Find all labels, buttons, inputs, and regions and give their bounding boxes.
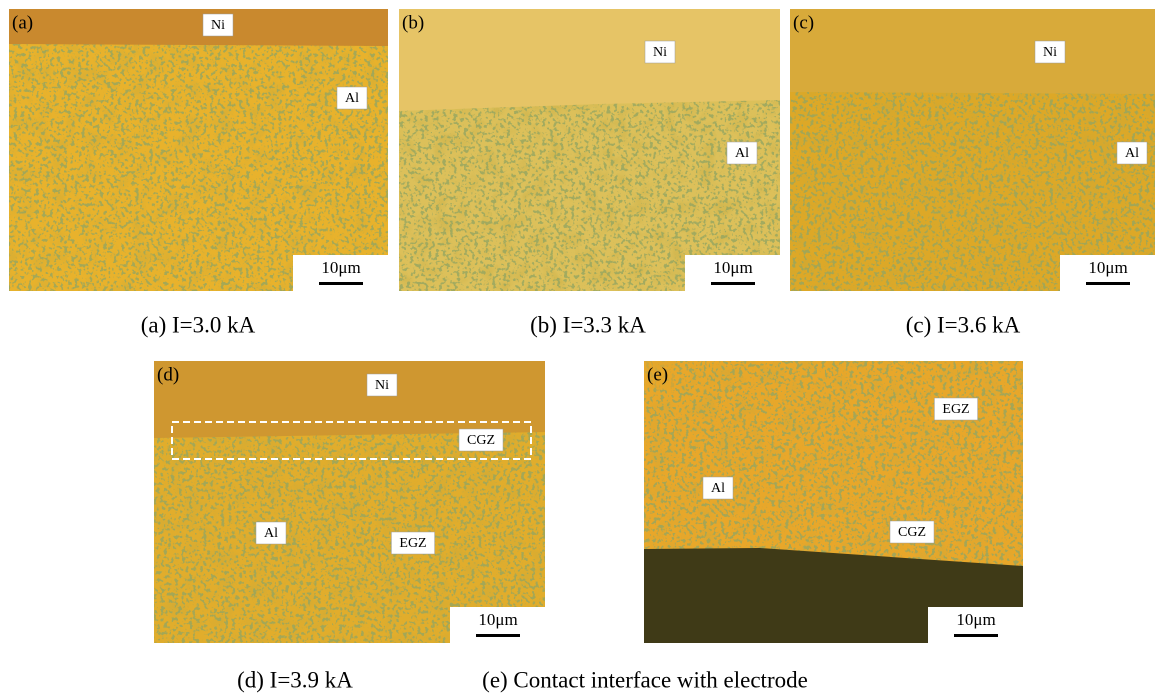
panel-caption: (e) Contact interface with electrode [482,667,808,692]
region-label: Ni [1043,45,1057,60]
scale-bar [319,282,363,285]
scale-bar-label: 10μm [478,610,517,629]
region-label: Al [345,91,359,106]
region-label: Ni [375,378,389,393]
region-label: Al [735,146,749,161]
region-label: CGZ [898,525,926,540]
micrograph-panel: (a) Ni Al 10μm [9,9,388,291]
panel-caption: (c) I=3.6 kA [906,312,1021,337]
micrograph-panel: (d) Ni CGZ Al EGZ 10μm [154,361,545,643]
region-label: Ni [211,18,225,33]
micrograph-texture [9,9,388,291]
panel-tag: (e) [647,364,668,385]
material-layer [9,9,388,46]
panel-tag: (d) [157,364,179,385]
scale-bar [711,282,755,285]
region-label: Al [1125,146,1139,161]
panel-caption: (a) I=3.0 kA [141,312,256,337]
region-label: CGZ [467,433,495,448]
scale-bar-label: 10μm [321,258,360,277]
scale-bar-label: 10μm [956,610,995,629]
material-layer [154,361,545,438]
region-label: EGZ [942,402,969,417]
panel-tag: (c) [793,12,814,33]
scale-bar [1086,282,1130,285]
panel-caption: (b) I=3.3 kA [530,312,646,337]
micrograph-panel: (e) EGZ Al CGZ 10μm [644,361,1023,643]
scale-bar [954,634,998,637]
scale-bar-label: 10μm [713,258,752,277]
micrograph-panel: (b) Ni Al 10μm [399,9,780,291]
material-layer [399,9,780,111]
micrograph-panel: (c) Ni Al 10μm [790,9,1155,291]
panel-caption: (d) I=3.9 kA [237,667,353,692]
region-label: EGZ [399,536,426,551]
region-label: Al [711,481,725,496]
scale-bar-label: 10μm [1088,258,1127,277]
region-label: Al [264,526,278,541]
figure: (a) Ni Al 10μm (a) I=3.0 kA (b) Ni Al 10μm (b) I=… [0,0,1164,697]
scale-bar [476,634,520,637]
panel-tag: (b) [402,12,424,33]
material-layer [790,9,1155,94]
panel-tag: (a) [12,12,33,33]
region-label: Ni [653,45,667,60]
